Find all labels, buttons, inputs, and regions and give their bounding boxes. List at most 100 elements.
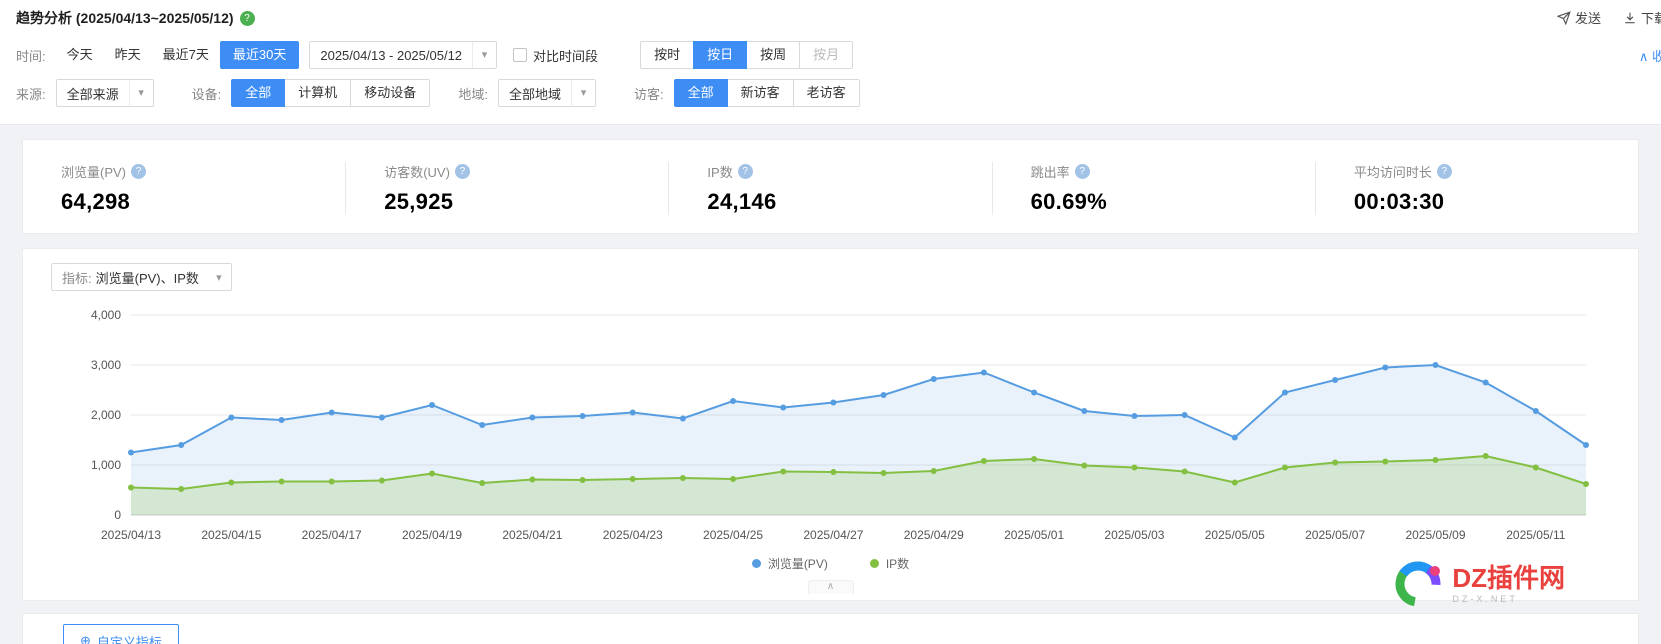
- trend-line-chart[interactable]: 0 1,000 2,000 3,000 4,000 2025/04/13 2025/04/1…: [51, 299, 1611, 549]
- time-label: 时间:: [16, 48, 46, 64]
- watermark-subtext: DZ-X.NET: [1452, 594, 1518, 604]
- svg-text:2025/04/29: 2025/04/29: [904, 528, 964, 542]
- help-icon[interactable]: ?: [737, 164, 753, 179]
- content: 浏览量(PV) ? 64,298 访客数(UV) ? 25,925 IP数 ?: [0, 125, 1661, 644]
- stat-label-row: 平均访问时长 ?: [1354, 162, 1638, 181]
- legend-item-pv[interactable]: 浏览量(PV): [751, 555, 828, 572]
- stat-pv-value: 64,298: [61, 189, 131, 214]
- send-button[interactable]: 发送: [1556, 8, 1601, 27]
- help-icon[interactable]: ?: [1074, 164, 1090, 179]
- svg-text:2025/05/01: 2025/05/01: [1004, 528, 1064, 542]
- metric-select-label: 指标:: [62, 270, 92, 286]
- legend-label-ip: IP数: [885, 556, 910, 571]
- trend-chart-card: 指标: 浏览量(PV)、IP数 ▾ 0 1,000 2,000 3,000 4,000 2…: [22, 248, 1639, 601]
- svg-text:3,000: 3,000: [91, 358, 121, 372]
- compare-period-checkbox[interactable]: 对比时间段: [513, 46, 598, 65]
- stat-pv-label: 浏览量(PV): [61, 165, 127, 180]
- svg-text:2025/04/15: 2025/04/15: [201, 528, 261, 542]
- time-last7-button[interactable]: 最近7天: [162, 47, 209, 62]
- stat-bounce-value: 60.69%: [1030, 189, 1108, 214]
- stat-label-row: 访客数(UV) ?: [384, 162, 668, 181]
- chevron-up-icon: ∧: [826, 581, 835, 592]
- legend-item-ip[interactable]: IP数: [869, 555, 910, 572]
- svg-text:0: 0: [114, 508, 121, 522]
- metric-select[interactable]: 指标: 浏览量(PV)、IP数 ▾: [51, 263, 232, 291]
- svg-text:1,000: 1,000: [91, 458, 121, 472]
- visitor-group: 全部 新访客 老访客: [673, 79, 860, 107]
- custom-metric-card: ⊕ 自定义指标: [22, 613, 1639, 644]
- svg-text:2025/05/09: 2025/05/09: [1405, 528, 1465, 542]
- time-filter-row: 时间: 今天 昨天 最近7天 最近30天 2025/04/13 - 2025/0…: [0, 36, 1661, 74]
- date-range-select[interactable]: 2025/04/13 - 2025/05/12 ▾: [309, 41, 498, 69]
- paper-plane-icon: [1556, 10, 1571, 25]
- visitor-returning-button[interactable]: 老访客: [792, 79, 860, 107]
- source-select[interactable]: 全部来源 ▾: [55, 79, 154, 107]
- chevron-up-icon: ∧: [1638, 49, 1649, 64]
- device-all-button[interactable]: 全部: [231, 79, 286, 107]
- page-title: 趋势分析 (2025/04/13~2025/05/12): [16, 10, 234, 26]
- custom-metric-icon: ⊕: [80, 633, 91, 644]
- stat-uv-label: 访客数(UV): [384, 165, 450, 180]
- dimension-filter-row: 来源: 全部来源 ▾ 设备: 全部 计算机 移动设备 地域: 全部地域 ▾ 访客…: [0, 74, 1661, 112]
- device-pc-button[interactable]: 计算机: [284, 79, 352, 107]
- stat-label-row: IP数 ?: [707, 162, 991, 181]
- summary-card: 浏览量(PV) ? 64,298 访客数(UV) ? 25,925 IP数 ?: [22, 139, 1639, 234]
- top-actions: 发送 下载: [1556, 8, 1661, 27]
- time-yesterday-button[interactable]: 昨天: [114, 47, 141, 62]
- stats-row: 浏览量(PV) ? 64,298 访客数(UV) ? 25,925 IP数 ?: [23, 140, 1638, 233]
- send-label: 发送: [1574, 11, 1601, 26]
- download-button[interactable]: 下载: [1623, 8, 1661, 27]
- time-last30-button[interactable]: 最近30天: [219, 41, 300, 69]
- device-mobile-button[interactable]: 移动设备: [350, 79, 431, 107]
- metric-select-value: 浏览量(PV)、IP数: [95, 270, 199, 286]
- svg-text:4,000: 4,000: [91, 308, 121, 322]
- visitor-label: 访客:: [633, 86, 664, 102]
- stat-bounce-label: 跳出率: [1030, 165, 1070, 180]
- region-value: 全部地域: [508, 86, 561, 102]
- stat-ip: IP数 ? 24,146: [669, 162, 993, 215]
- chart-wrap: 0 1,000 2,000 3,000 4,000 2025/04/13 2025/04/1…: [51, 299, 1610, 552]
- help-icon[interactable]: ?: [454, 164, 470, 179]
- collapse-chart-tab[interactable]: ∧: [807, 580, 854, 594]
- stat-ip-value: 24,146: [707, 189, 777, 214]
- visitor-new-button[interactable]: 新访客: [726, 79, 794, 107]
- region-select[interactable]: 全部地域 ▾: [497, 79, 596, 107]
- stat-ip-label: IP数: [707, 165, 733, 180]
- granularity-day-button[interactable]: 按日: [693, 41, 748, 69]
- help-icon[interactable]: ?: [131, 164, 147, 179]
- granularity-hour-button[interactable]: 按时: [640, 41, 695, 69]
- svg-text:2025/05/07: 2025/05/07: [1305, 528, 1365, 542]
- stat-avg-duration-label: 平均访问时长: [1353, 165, 1432, 180]
- custom-metric-button[interactable]: ⊕ 自定义指标: [63, 624, 179, 644]
- title-row: 趋势分析 (2025/04/13~2025/05/12) ? 发送 下载: [0, 0, 1661, 36]
- stat-bounce: 跳出率 ? 60.69%: [993, 162, 1316, 215]
- help-icon[interactable]: ?: [1436, 164, 1452, 179]
- svg-text:2025/04/13: 2025/04/13: [101, 528, 161, 542]
- title-help-icon[interactable]: ?: [239, 10, 255, 26]
- collapse-panel-link[interactable]: ∧ 收: [1639, 46, 1661, 65]
- legend-label-pv: 浏览量(PV): [767, 556, 828, 571]
- topbar: 趋势分析 (2025/04/13~2025/05/12) ? 发送 下载 时间:…: [0, 0, 1661, 125]
- watermark-logo-icon: [1395, 561, 1441, 607]
- checkbox-box[interactable]: [513, 48, 528, 62]
- stat-pv: 浏览量(PV) ? 64,298: [23, 162, 347, 215]
- source-value: 全部来源: [66, 86, 119, 102]
- svg-text:2025/04/25: 2025/04/25: [703, 528, 763, 542]
- download-label: 下载: [1640, 11, 1661, 26]
- visitor-all-button[interactable]: 全部: [673, 79, 728, 107]
- watermark: DZ插件网 DZ-X.NET: [1392, 558, 1565, 610]
- device-group: 全部 计算机 移动设备: [231, 79, 431, 107]
- stat-uv-value: 25,925: [384, 189, 454, 214]
- granularity-week-button[interactable]: 按周: [746, 41, 801, 69]
- legend-dot-pv: [751, 558, 761, 568]
- svg-text:2025/04/23: 2025/04/23: [603, 528, 663, 542]
- compare-period-label: 对比时间段: [533, 48, 599, 64]
- svg-text:2025/04/17: 2025/04/17: [302, 528, 362, 542]
- date-range-value: 2025/04/13 - 2025/05/12: [320, 47, 463, 63]
- chart-legend: 浏览量(PV) IP数: [51, 554, 1610, 572]
- custom-metric-label: 自定义指标: [96, 634, 162, 644]
- time-today-button[interactable]: 今天: [66, 47, 93, 62]
- chevron-down-icon: ▾: [472, 42, 496, 68]
- granularity-month-button[interactable]: 按月: [799, 41, 854, 69]
